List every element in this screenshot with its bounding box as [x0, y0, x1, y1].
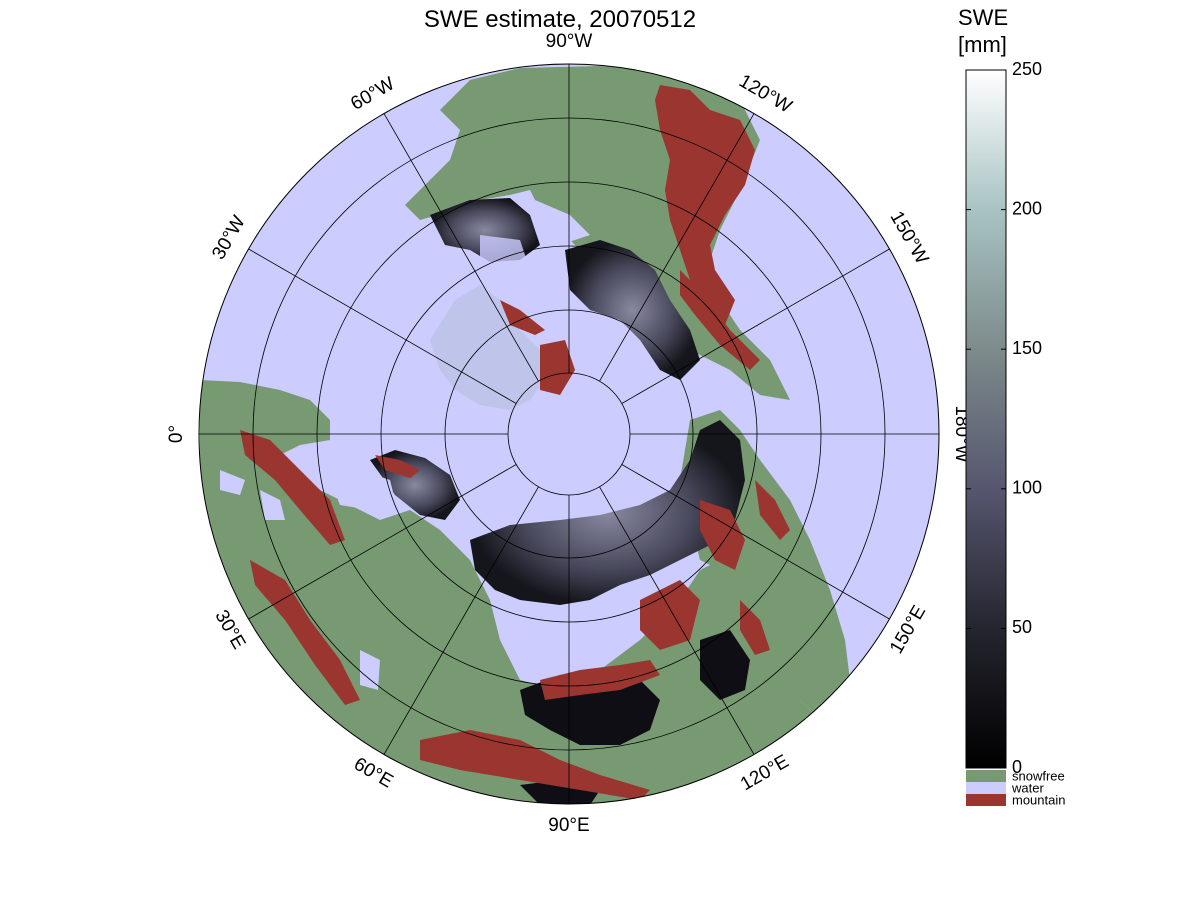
colorbar-tick-label: 200 [1012, 198, 1042, 218]
category-swatch-water [966, 782, 1006, 794]
longitude-label: 30°E [210, 607, 249, 653]
map-disc [199, 64, 939, 804]
landmass-europe-africa [200, 380, 820, 804]
colorbar-gradient [965, 69, 1007, 769]
colorbar-tick-label: 150 [1012, 338, 1042, 358]
colorbar-title: SWE [mm] [958, 4, 1008, 58]
colorbar-title-line1: SWE [958, 5, 1009, 30]
meridian-line [383, 113, 539, 382]
colorbar-tick-label: 100 [1012, 478, 1042, 498]
meridian-line [383, 486, 539, 755]
meridian-lines [199, 64, 939, 804]
meridian-line [599, 486, 755, 755]
meridian-line [248, 248, 517, 404]
map-boundary [198, 63, 940, 805]
colorbar-tick-label: 0 [1012, 757, 1022, 777]
snow-region-arctic-archipelago [565, 240, 700, 380]
longitude-label: 60°W [347, 73, 398, 115]
category-label-water: water [1011, 780, 1044, 795]
longitude-label: 90°W [546, 31, 593, 52]
colorbar-title-line2: [mm] [958, 32, 1007, 57]
category-label-snowfree: snowfree [1012, 768, 1065, 783]
longitude-label: 30°W [208, 212, 250, 263]
map-title: SWE estimate, 20070512 [423, 6, 697, 33]
category-swatch-snowfree [966, 770, 1006, 782]
colorbar-tick-label: 250 [1012, 59, 1042, 79]
landmass-greenland [430, 285, 545, 410]
meridian-line [248, 464, 517, 620]
meridian-line [621, 464, 890, 620]
category-swatch-mountain [966, 794, 1006, 806]
mountain-regions [240, 85, 790, 800]
longitude-label: 0° [166, 425, 187, 443]
inland-water [220, 200, 590, 690]
colorbar-ticks: 0 50 100 150 200 250 [966, 59, 1042, 777]
meridian-line [621, 248, 890, 404]
longitude-label: 90°E [548, 815, 589, 836]
meridian-line [599, 113, 755, 382]
category-label-mountain: mountain [1012, 792, 1065, 807]
colorbar-tick-label: 50 [1012, 617, 1032, 637]
snow-region-siberia [470, 420, 745, 605]
longitude-label: 60°E [350, 754, 396, 793]
